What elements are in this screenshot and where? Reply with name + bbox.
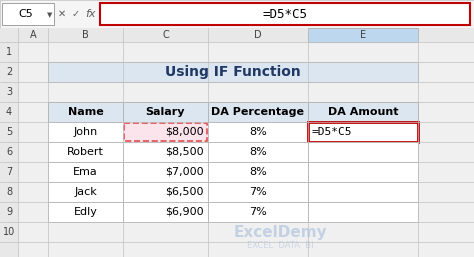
Bar: [48, 142, 123, 162]
Bar: [123, 122, 208, 142]
Text: fx: fx: [86, 9, 96, 19]
Text: $8,000: $8,000: [165, 127, 204, 137]
Text: 4: 4: [6, 107, 12, 117]
Bar: [48, 162, 123, 182]
Bar: [2, 3, 54, 25]
Bar: [308, 142, 418, 162]
Text: D: D: [254, 30, 262, 40]
Text: A: A: [30, 30, 36, 40]
Text: C5: C5: [18, 9, 33, 19]
Text: EXCEL  DATA  BI: EXCEL DATA BI: [246, 242, 313, 251]
Text: 8%: 8%: [249, 127, 267, 137]
Bar: [48, 62, 418, 82]
Text: =D5*C5: =D5*C5: [263, 7, 308, 21]
Text: C: C: [162, 30, 169, 40]
Bar: [0, 0, 474, 28]
Text: DA Percentage: DA Percentage: [211, 107, 304, 117]
Bar: [123, 142, 208, 162]
Text: $6,900: $6,900: [165, 207, 204, 217]
Text: 10: 10: [3, 227, 15, 237]
Bar: [48, 122, 123, 142]
Text: Jack: Jack: [74, 187, 97, 197]
Text: B: B: [82, 30, 89, 40]
Text: DA Amount: DA Amount: [328, 107, 398, 117]
Text: 9: 9: [6, 207, 12, 217]
Text: 8: 8: [6, 187, 12, 197]
Text: ✓: ✓: [72, 9, 80, 19]
Bar: [208, 122, 308, 142]
Bar: [123, 162, 208, 182]
Bar: [48, 182, 123, 202]
Bar: [124, 123, 207, 141]
Text: 7%: 7%: [249, 187, 267, 197]
Text: $6,500: $6,500: [165, 187, 204, 197]
Text: 2: 2: [6, 67, 12, 77]
Text: 3: 3: [6, 87, 12, 97]
Text: Using IF Function: Using IF Function: [165, 65, 301, 79]
Bar: [208, 202, 308, 222]
Bar: [0, 28, 474, 42]
Text: ✕: ✕: [58, 9, 66, 19]
Bar: [208, 142, 308, 162]
Text: ▼: ▼: [47, 12, 53, 18]
Text: ExcelDemy: ExcelDemy: [233, 225, 327, 241]
Bar: [308, 122, 418, 142]
Text: =D5*C5: =D5*C5: [312, 127, 353, 137]
Bar: [308, 202, 418, 222]
Text: Robert: Robert: [67, 147, 104, 157]
Text: Edly: Edly: [73, 207, 98, 217]
Bar: [208, 102, 308, 122]
Text: Salary: Salary: [146, 107, 185, 117]
Bar: [308, 162, 418, 182]
Bar: [48, 202, 123, 222]
Text: 8%: 8%: [249, 147, 267, 157]
Bar: [123, 182, 208, 202]
Text: E: E: [360, 30, 366, 40]
Text: John: John: [73, 127, 98, 137]
Text: 7: 7: [6, 167, 12, 177]
Bar: [123, 102, 208, 122]
Bar: [308, 28, 418, 42]
Text: $8,500: $8,500: [165, 147, 204, 157]
Bar: [123, 202, 208, 222]
Bar: [308, 102, 418, 122]
Bar: [208, 182, 308, 202]
Bar: [308, 182, 418, 202]
Bar: [48, 102, 123, 122]
Bar: [100, 3, 470, 25]
Text: 1: 1: [6, 47, 12, 57]
Text: 8%: 8%: [249, 167, 267, 177]
Text: Ema: Ema: [73, 167, 98, 177]
Text: $7,000: $7,000: [165, 167, 204, 177]
Text: Name: Name: [68, 107, 103, 117]
Bar: [208, 162, 308, 182]
Text: 5: 5: [6, 127, 12, 137]
Bar: [0, 28, 18, 257]
Text: 7%: 7%: [249, 207, 267, 217]
Text: 6: 6: [6, 147, 12, 157]
